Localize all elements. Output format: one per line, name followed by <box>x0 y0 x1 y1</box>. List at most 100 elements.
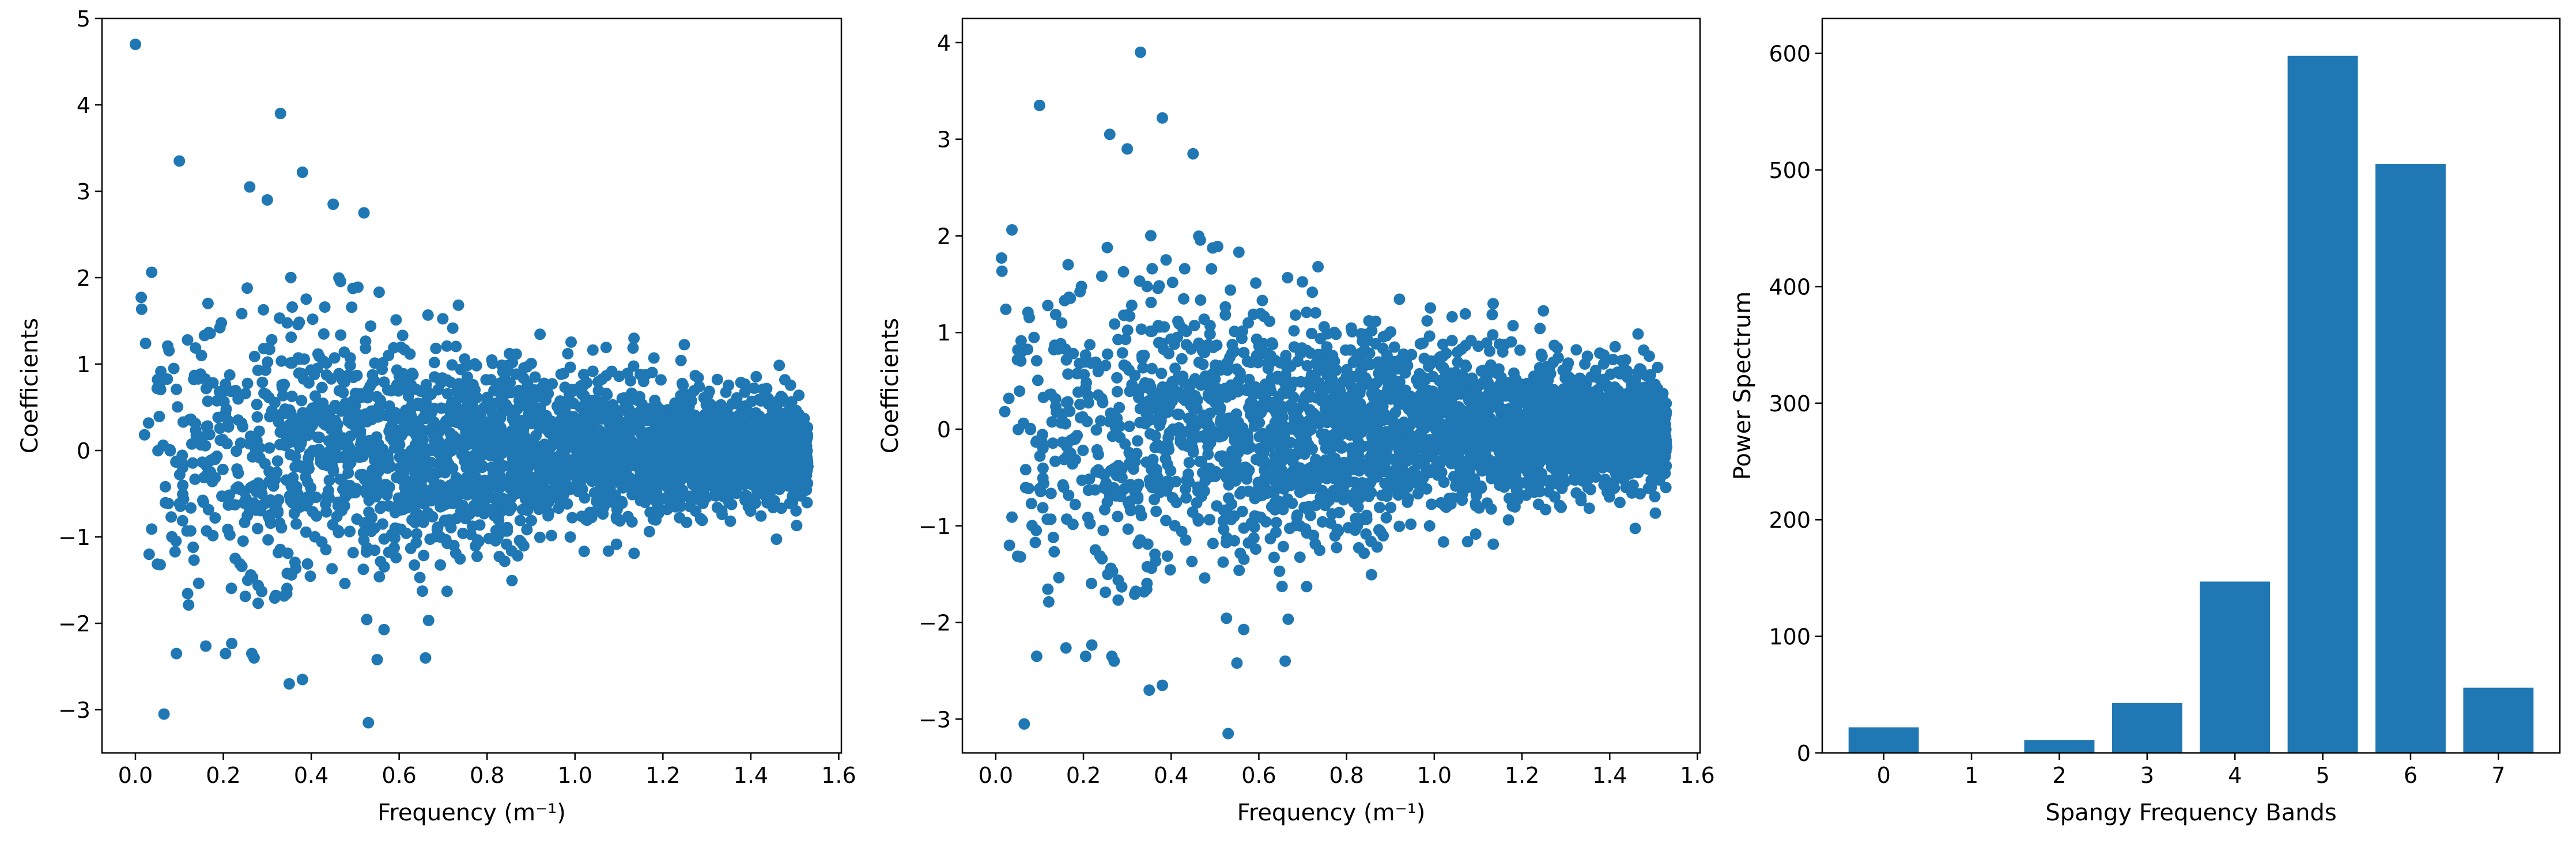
scatter-point <box>1470 528 1482 540</box>
scatter-point <box>1591 372 1602 383</box>
scatter-point <box>504 348 515 359</box>
scatter-point <box>1219 301 1231 313</box>
scatter-point <box>220 648 231 660</box>
x-axis-label: Frequency (m⁻¹) <box>377 800 566 826</box>
scatter-point <box>390 384 402 395</box>
scatter-point <box>444 444 455 456</box>
scatter-point <box>360 484 372 495</box>
scatter-point <box>418 460 430 471</box>
scatter-point <box>756 510 767 522</box>
scatter-point <box>765 485 776 497</box>
scatter-point <box>420 496 431 508</box>
scatter-point <box>677 414 688 426</box>
scatter-point <box>723 497 735 508</box>
scatter-point <box>158 709 170 720</box>
scatter-point <box>305 570 316 582</box>
scatter-point <box>543 507 554 518</box>
scatter-point <box>258 388 270 399</box>
scatter-point <box>390 314 402 325</box>
scatter-point <box>165 511 177 523</box>
scatter-point <box>636 482 647 493</box>
scatter-point <box>259 458 271 470</box>
scatter-point <box>262 534 274 546</box>
scatter-point <box>520 388 531 399</box>
scatter-point <box>135 292 147 303</box>
scatter-point <box>389 442 401 453</box>
scatter-point <box>603 482 614 493</box>
scatter-point <box>677 378 688 389</box>
scatter-point <box>670 400 681 411</box>
scatter-point <box>1049 339 1060 351</box>
scatter-point <box>313 351 325 362</box>
scatter-point <box>1050 393 1062 405</box>
scatter-point <box>565 362 576 373</box>
scatter-point <box>1439 372 1451 384</box>
scatter-point <box>307 313 319 325</box>
scatter-point <box>1238 624 1249 635</box>
scatter-point <box>741 461 753 473</box>
scatter-point <box>1610 341 1621 353</box>
scatter-point <box>562 348 573 359</box>
scatter-point <box>265 517 277 529</box>
scatter-point <box>236 308 248 320</box>
scatter-point <box>163 498 174 509</box>
scatter-point <box>169 546 181 558</box>
scatter-point <box>333 527 345 538</box>
scatter-point <box>262 356 273 368</box>
scatter-point <box>1142 281 1153 292</box>
scatter-point <box>1389 342 1400 353</box>
scatter-point <box>453 300 464 311</box>
scatter-point <box>741 437 753 449</box>
scatter-point <box>573 486 584 497</box>
scatter-point <box>565 531 576 543</box>
scatter-point <box>176 456 187 467</box>
scatter-point <box>322 415 333 426</box>
scatter-point <box>1023 483 1034 494</box>
scatter-point <box>571 415 582 426</box>
scatter-point <box>358 563 369 575</box>
scatter-point <box>473 457 485 468</box>
scatter-point <box>719 442 731 454</box>
scatter-point <box>182 525 193 537</box>
scatter-point <box>182 588 194 599</box>
scatter-point <box>1403 493 1414 505</box>
scatter-point <box>153 411 165 422</box>
scatter-point <box>530 372 541 383</box>
scatter-point <box>590 436 601 448</box>
scatter-point <box>289 508 300 519</box>
scatter-point <box>183 599 194 611</box>
scatter-point <box>344 526 356 537</box>
scatter-point <box>447 359 458 371</box>
scatter-point <box>277 408 288 419</box>
scatter-point <box>753 394 765 406</box>
scatter-point <box>462 392 473 403</box>
scatter-point <box>423 444 435 455</box>
scatter-point <box>576 380 587 391</box>
scatter-point <box>234 483 245 495</box>
scatter-point <box>1487 298 1499 309</box>
scatter-point <box>249 351 260 362</box>
y-tick-label: 1 <box>77 352 90 377</box>
scatter-point <box>318 328 330 340</box>
scatter-point <box>371 391 383 403</box>
scatter-point <box>446 397 458 408</box>
scatter-point <box>732 398 743 410</box>
scatter-point <box>741 423 753 434</box>
scatter-point <box>693 372 704 384</box>
scatter-point <box>379 376 390 388</box>
scatter-point <box>1042 300 1053 311</box>
scatter-point <box>240 493 252 505</box>
scatter-point <box>1084 339 1096 350</box>
y-tick-label: 0 <box>77 438 90 464</box>
scatter-point <box>765 459 776 470</box>
scatter-point <box>610 463 621 474</box>
scatter-point <box>704 385 715 397</box>
scatter-point <box>451 495 462 507</box>
scatter-point <box>1504 493 1515 504</box>
scatter-point <box>1193 515 1204 527</box>
scatter-point <box>644 457 656 469</box>
scatter-point <box>1181 339 1192 350</box>
scatter-point <box>1003 393 1015 404</box>
scatter-point <box>240 590 251 602</box>
